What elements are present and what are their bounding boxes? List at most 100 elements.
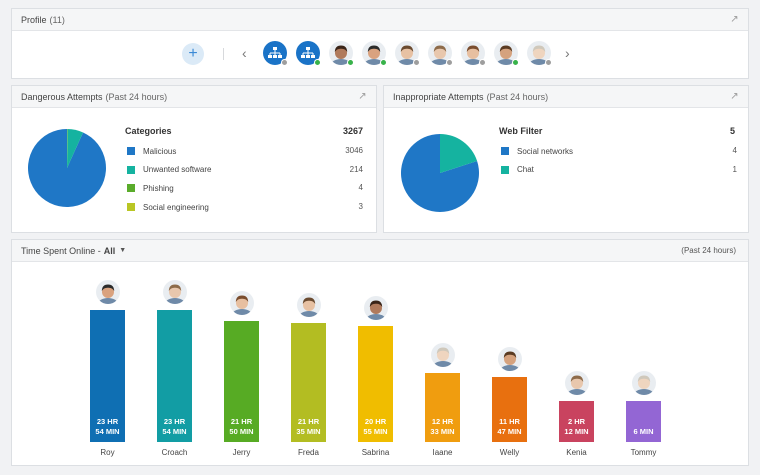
dangerous-legend-title: Categories xyxy=(125,126,172,136)
legend-label: Chat xyxy=(517,165,534,174)
bar-category-label: Iaane xyxy=(432,448,453,457)
bar-category-label: Sabrina xyxy=(361,448,390,457)
avatar-image xyxy=(527,41,551,65)
dangerous-total: 3267 xyxy=(342,126,363,136)
group-profile-avatar[interactable] xyxy=(296,41,321,66)
bar-value-label: 23 HR xyxy=(163,417,186,426)
bar-value-label: 23 HR xyxy=(96,417,119,426)
time-bar[interactable]: 21 HR 50 MIN xyxy=(224,321,259,442)
pie-slice-malicious[interactable] xyxy=(28,129,107,207)
bar-value-label: 35 MIN xyxy=(296,426,321,436)
status-dot xyxy=(347,59,354,66)
profile-avatar[interactable] xyxy=(329,41,354,66)
status-dot xyxy=(512,59,519,66)
dangerous-subtitle: (Past 24 hours) xyxy=(105,91,168,102)
legend-item: Chat xyxy=(501,164,534,176)
time-bar[interactable]: 23 HR 54 MIN xyxy=(90,310,125,442)
bar-value-label: 21 HR xyxy=(230,416,253,426)
dangerous-pie-chart xyxy=(28,129,107,207)
caret-down-icon[interactable]: ▼ xyxy=(119,247,127,254)
time-bar[interactable]: 6 MIN xyxy=(626,401,661,442)
legend-label: Social networks xyxy=(517,146,574,156)
profile-title: Profile xyxy=(21,14,47,25)
dangerous-header: Dangerous Attempts (Past 24 hours) ↗ xyxy=(12,86,376,108)
expand-icon[interactable]: ↗ xyxy=(358,91,367,102)
legend-value: 4 xyxy=(358,183,363,193)
bar-category-label: Kenia xyxy=(566,448,587,457)
time-bar[interactable]: 23 HR 54 MIN xyxy=(157,310,192,442)
group-icon xyxy=(263,41,287,65)
bar-value-label: 2 HR xyxy=(567,417,586,426)
group-profile-avatar[interactable] xyxy=(263,41,288,66)
time-bar[interactable]: 12 HR 33 MIN xyxy=(425,372,460,442)
group-icon xyxy=(296,41,320,65)
bar-value-label: 20 HR xyxy=(364,416,387,426)
pie-slice-unwanted-software[interactable] xyxy=(67,129,84,168)
filter-dropdown[interactable]: All xyxy=(103,245,116,256)
inappropriate-title: Inappropriate Attempts xyxy=(393,91,484,102)
bar-value-label: 55 MIN xyxy=(363,426,388,436)
bar-value-label: 6 MIN xyxy=(633,427,654,436)
dangerous-attempts-panel: Dangerous Attempts (Past 24 hours) ↗ Cat… xyxy=(11,85,377,233)
chevron-right-icon[interactable]: › xyxy=(565,45,570,61)
chevron-left-icon[interactable]: ‹ xyxy=(242,45,247,61)
status-dot xyxy=(545,59,552,66)
legend-label: Social engineering xyxy=(143,202,209,212)
profile-avatar[interactable] xyxy=(494,41,519,66)
time-bar[interactable]: 11 HR 47 MIN xyxy=(492,376,527,442)
bar-category-label: Jerry xyxy=(232,448,251,457)
bar-avatar xyxy=(162,280,187,304)
bar-avatar xyxy=(95,280,120,304)
pie-slice-chat[interactable] xyxy=(440,134,478,173)
time-bar[interactable]: 2 HR 12 MIN xyxy=(559,401,594,442)
legend-item: Unwanted software xyxy=(127,164,211,176)
bar-category-label: Freda xyxy=(298,448,319,457)
time-header: Time Spent Online - All ▼ (Past 24 hours… xyxy=(12,240,748,262)
bar-value-label: 33 MIN xyxy=(430,426,455,436)
expand-icon[interactable]: ↗ xyxy=(730,14,739,25)
profile-avatar[interactable] xyxy=(527,41,552,66)
profile-header: Profile (11) ↗ xyxy=(12,9,748,31)
time-period: (Past 24 hours) xyxy=(681,246,736,255)
bar-avatar xyxy=(564,371,589,395)
legend-value: 214 xyxy=(349,164,363,174)
expand-icon[interactable]: ↗ xyxy=(730,91,739,102)
dangerous-title: Dangerous Attempts xyxy=(21,91,103,102)
inappropriate-legend-title: Web Filter xyxy=(499,126,543,136)
inappropriate-header: Inappropriate Attempts (Past 24 hours) ↗ xyxy=(384,86,748,108)
status-dot xyxy=(479,59,486,66)
status-dot xyxy=(413,59,420,66)
status-dot xyxy=(446,59,453,66)
bar-value-label: 11 HR xyxy=(499,416,520,426)
status-dot xyxy=(380,59,387,66)
time-title: Time Spent Online - xyxy=(21,245,101,256)
profile-avatar[interactable] xyxy=(461,41,486,66)
pie-slice-phishing[interactable] xyxy=(67,129,68,168)
bar-avatar xyxy=(631,371,656,395)
divider xyxy=(223,48,224,60)
legend-label: Malicious xyxy=(143,146,177,156)
bar-value-label: 47 MIN xyxy=(497,426,522,436)
legend-item: Malicious xyxy=(127,145,176,157)
legend-label: Unwanted software xyxy=(143,165,212,175)
bar-value-label: 12 MIN xyxy=(564,427,589,436)
bar-avatar xyxy=(430,342,455,367)
bar-value-label: 12 HR xyxy=(431,416,454,426)
inappropriate-total: 5 xyxy=(729,126,735,136)
status-dot xyxy=(314,59,321,66)
profile-avatar[interactable] xyxy=(428,41,453,66)
legend-item: Social networks xyxy=(501,145,573,157)
profile-panel: Profile (11) ↗ + ‹ › xyxy=(11,8,749,79)
legend-swatch xyxy=(127,165,135,174)
time-bar[interactable]: 20 HR 55 MIN xyxy=(358,326,393,442)
profile-avatar[interactable] xyxy=(362,41,387,66)
add-profile-button[interactable]: + xyxy=(182,43,204,65)
bar-category-label: Roy xyxy=(100,448,115,457)
bar-avatar xyxy=(497,346,522,371)
bar-value-label: 54 MIN xyxy=(162,427,187,436)
legend-swatch xyxy=(127,203,135,212)
inappropriate-subtitle: (Past 24 hours) xyxy=(486,91,549,102)
profile-avatar[interactable] xyxy=(395,41,420,66)
time-bar[interactable]: 21 HR 35 MIN xyxy=(291,322,326,442)
legend-swatch xyxy=(501,147,509,155)
